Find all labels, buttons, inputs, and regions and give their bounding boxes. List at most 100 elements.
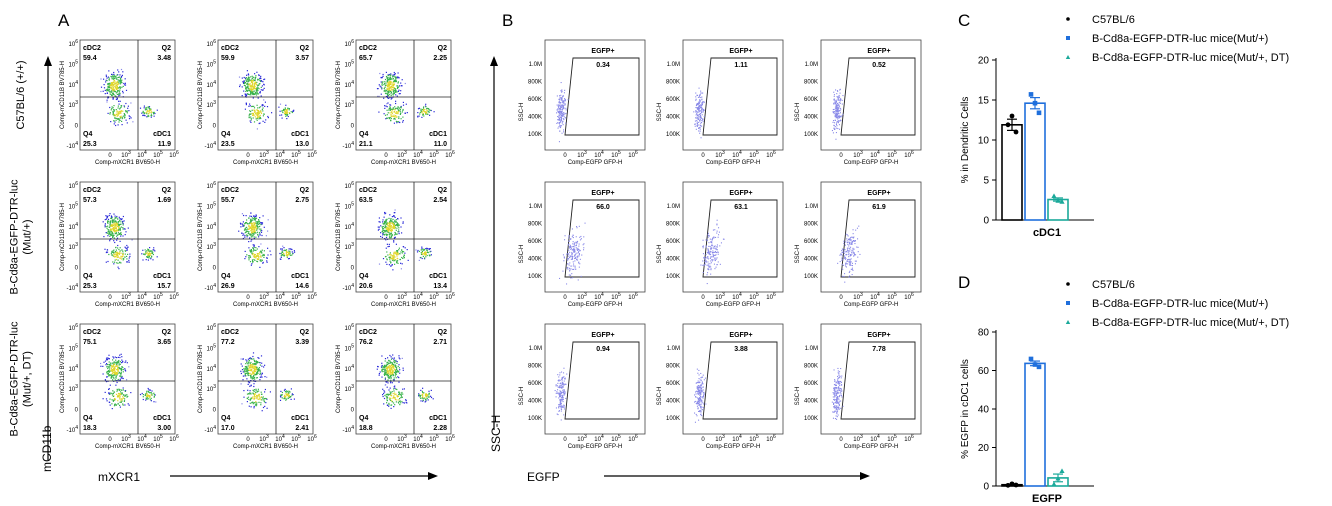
event-dot bbox=[114, 117, 116, 119]
event-dot bbox=[113, 71, 115, 74]
event-dot bbox=[250, 226, 252, 228]
event-dot bbox=[699, 128, 701, 130]
event-dot bbox=[255, 367, 257, 369]
quadrant-value: 1.69 bbox=[157, 197, 171, 204]
event-dot bbox=[286, 393, 288, 395]
event-dot bbox=[849, 264, 851, 266]
event-dot bbox=[572, 249, 574, 251]
event-dot bbox=[255, 215, 257, 217]
event-dot bbox=[696, 117, 698, 119]
event-dot bbox=[395, 359, 397, 362]
event-dot bbox=[700, 104, 702, 106]
event-dot bbox=[394, 259, 396, 261]
event-dot bbox=[112, 362, 114, 364]
event-dot bbox=[559, 104, 561, 106]
event-dot bbox=[114, 226, 116, 228]
event-dot bbox=[423, 106, 425, 108]
event-dot bbox=[837, 106, 839, 108]
event-dot bbox=[568, 258, 570, 260]
event-dot bbox=[564, 99, 566, 101]
event-dot bbox=[281, 251, 283, 253]
event-dot bbox=[117, 107, 119, 109]
event-dot bbox=[390, 119, 392, 121]
event-dot bbox=[248, 74, 250, 76]
event-dot bbox=[393, 367, 395, 369]
event-dot bbox=[253, 90, 255, 92]
event-dot bbox=[249, 237, 251, 239]
event-dot bbox=[287, 251, 289, 254]
event-dot bbox=[108, 371, 110, 373]
event-dot bbox=[382, 81, 384, 83]
event-dot bbox=[558, 116, 560, 118]
event-dot bbox=[398, 247, 400, 249]
event-dot bbox=[252, 88, 254, 90]
event-dot bbox=[105, 79, 107, 81]
x-tick-label: 0 bbox=[384, 295, 388, 301]
event-dot bbox=[424, 105, 427, 107]
event-dot bbox=[258, 107, 260, 109]
event-dot bbox=[561, 114, 563, 116]
event-dot bbox=[577, 249, 579, 251]
event-dot bbox=[108, 358, 110, 360]
event-dot bbox=[846, 242, 848, 244]
event-dot bbox=[839, 254, 841, 256]
event-dot bbox=[116, 221, 118, 223]
event-dot bbox=[142, 394, 144, 396]
event-dot bbox=[429, 109, 431, 111]
event-dot bbox=[109, 370, 111, 372]
event-dot bbox=[107, 260, 109, 263]
event-dot bbox=[108, 77, 110, 79]
event-dot bbox=[247, 84, 249, 86]
event-dot bbox=[119, 83, 121, 85]
event-dot bbox=[119, 229, 121, 231]
quadrant-value: 2.75 bbox=[295, 197, 309, 204]
event-dot bbox=[113, 84, 115, 86]
event-dot bbox=[846, 247, 848, 249]
event-dot bbox=[115, 224, 117, 226]
event-dot bbox=[259, 266, 261, 268]
event-dot bbox=[418, 259, 420, 261]
event-dot bbox=[255, 369, 258, 371]
event-dot bbox=[710, 273, 712, 275]
event-dots bbox=[700, 219, 725, 285]
event-dot bbox=[850, 240, 852, 242]
event-dot bbox=[145, 107, 147, 109]
event-dot bbox=[254, 230, 256, 232]
event-dot bbox=[580, 238, 582, 240]
event-dot bbox=[108, 371, 110, 373]
event-dot bbox=[709, 265, 711, 267]
event-dot bbox=[383, 113, 385, 115]
event-dot bbox=[245, 102, 247, 104]
event-dot bbox=[559, 127, 561, 129]
y-tick-label: 106 bbox=[345, 323, 355, 332]
event-dot bbox=[389, 376, 391, 378]
event-dot bbox=[260, 222, 262, 224]
event-dot bbox=[246, 366, 248, 369]
event-dot bbox=[395, 254, 398, 256]
quadrant-name: cDC1 bbox=[153, 273, 171, 280]
event-dot bbox=[395, 365, 397, 367]
event-dot bbox=[715, 248, 717, 250]
event-dot bbox=[290, 111, 292, 113]
event-dot bbox=[839, 110, 841, 112]
event-dot bbox=[839, 89, 841, 91]
event-dot bbox=[391, 113, 393, 115]
event-dot bbox=[116, 117, 118, 120]
event-dot bbox=[839, 120, 841, 122]
event-dot bbox=[259, 364, 261, 366]
event-dot bbox=[246, 89, 248, 92]
event-dot bbox=[112, 90, 114, 92]
event-dot bbox=[395, 107, 397, 109]
event-dot bbox=[710, 241, 712, 243]
event-dot bbox=[262, 120, 264, 122]
event-dot bbox=[259, 233, 261, 235]
event-dot bbox=[391, 108, 393, 110]
event-dot bbox=[568, 247, 570, 249]
event-dot bbox=[104, 93, 106, 95]
event-dot bbox=[259, 79, 261, 82]
event-dot bbox=[384, 378, 386, 380]
event-dot bbox=[245, 234, 248, 236]
event-dot bbox=[107, 367, 109, 370]
event-dot bbox=[119, 262, 121, 264]
event-dot bbox=[125, 119, 127, 121]
